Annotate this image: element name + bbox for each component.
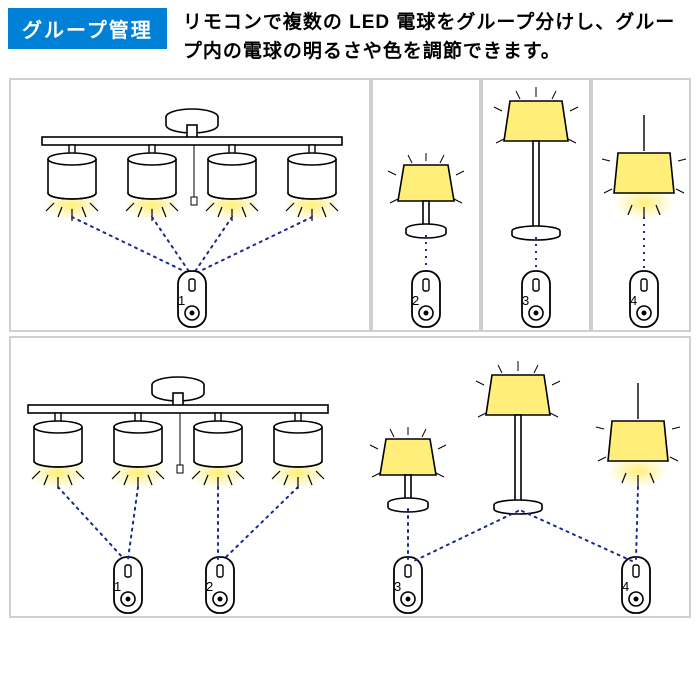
- remote-number-4: 4: [630, 293, 637, 308]
- remote-number-3b: 3: [394, 579, 401, 594]
- remote-number-1: 1: [178, 293, 185, 308]
- remote-number-4b: 4: [622, 579, 629, 594]
- section-description: リモコンで複数の LED 電球をグループ分けし、グループ内の電球の明るさや色を調…: [183, 8, 692, 67]
- remote-number-2b: 2: [206, 579, 213, 594]
- section-badge: グループ管理: [8, 8, 167, 49]
- remote-number-2: 2: [412, 293, 419, 308]
- remote-number-1b: 1: [114, 579, 121, 594]
- remote-number-3: 3: [522, 293, 529, 308]
- diagram: 1 2 3 4 1 2 3 4: [8, 77, 692, 657]
